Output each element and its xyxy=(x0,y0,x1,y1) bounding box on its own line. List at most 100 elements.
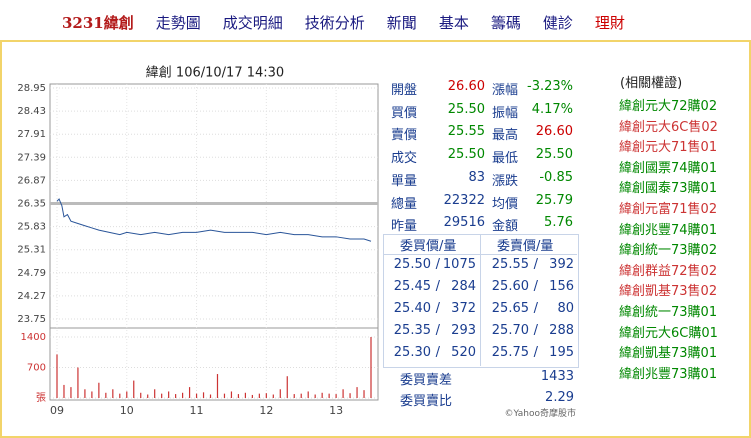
nav-item[interactable]: 新聞 xyxy=(386,14,417,32)
quote-label: 開盤 xyxy=(391,83,418,98)
volume-bar xyxy=(279,389,281,398)
quote-label: 成交 xyxy=(391,151,418,167)
warrant-link[interactable]: 緯創凱基73售02 xyxy=(619,284,718,300)
y-tick-label: 24.79 xyxy=(17,268,46,279)
chart: 緯創 106/10/17 14:30 28.95 28.43 27.91 27.39 2… xyxy=(17,66,379,417)
warrant-link[interactable]: 緯創群益72售02 xyxy=(619,263,718,279)
volume-bar xyxy=(147,394,149,398)
orderbook-header-line xyxy=(383,254,577,255)
y-tick-label: 23.75 xyxy=(17,314,46,325)
nav-item[interactable]: 籌碼 xyxy=(490,14,521,32)
volume-bar xyxy=(258,393,260,398)
summary-label: 委買賣比 xyxy=(400,394,453,409)
x-tick-label: 09 xyxy=(50,404,64,417)
credit: ©Yahoo奇摩股市 xyxy=(504,409,577,419)
order-price: 25.35 xyxy=(393,323,431,338)
orderbook-box xyxy=(383,234,579,368)
quote-label: 振幅 xyxy=(492,105,519,121)
order-separator: / xyxy=(435,345,440,360)
volume-bar xyxy=(140,392,142,398)
quote-value: 25.50 xyxy=(447,147,485,163)
quote-value: 25.79 xyxy=(535,192,573,208)
order-price: 25.30 xyxy=(393,345,431,360)
order-price: 25.60 xyxy=(491,279,529,294)
warrant-link[interactable]: 緯創元大72購02 xyxy=(619,99,718,114)
volume-bar xyxy=(63,384,65,398)
order-volume: 284 xyxy=(451,279,476,294)
order-volume: 293 xyxy=(451,323,476,338)
volume-bar xyxy=(272,394,274,398)
volume-bar xyxy=(321,392,323,398)
volume-bar xyxy=(251,394,253,398)
volume-bar xyxy=(112,389,114,398)
orderbook-divider xyxy=(480,234,481,366)
warrant-link[interactable]: 緯創凱基73購01 xyxy=(619,346,718,362)
order-volume: 392 xyxy=(549,257,574,272)
orderbook-header: 委賣價/量 xyxy=(497,239,554,254)
order-price: 25.45 xyxy=(393,279,431,294)
order-volume: 195 xyxy=(549,345,574,360)
volume-bar xyxy=(182,392,184,398)
volume-bar xyxy=(314,394,316,398)
volume-bar xyxy=(363,390,365,398)
nav-item[interactable]: 理財 xyxy=(594,14,625,32)
quote-value: 26.60 xyxy=(447,79,485,94)
nav-item[interactable]: 成交明細 xyxy=(222,14,283,32)
order-separator: / xyxy=(435,279,440,294)
order-price: 25.70 xyxy=(491,323,529,338)
quote-value: 26.60 xyxy=(535,124,573,140)
warrant-link[interactable]: 緯創元大6C購01 xyxy=(619,325,718,341)
nav-item[interactable]: 基本 xyxy=(438,14,469,32)
price-line xyxy=(56,198,372,242)
order-volume: 80 xyxy=(557,301,574,316)
volume-bar xyxy=(188,387,191,398)
quote-value: 25.55 xyxy=(447,124,485,140)
warrant-link[interactable]: 緯創兆豐74購01 xyxy=(619,222,718,238)
volume-bar xyxy=(286,376,288,398)
volume-bar xyxy=(119,393,121,398)
warrant-link[interactable]: 緯創統一73購01 xyxy=(619,305,718,320)
volume-bar xyxy=(175,394,177,398)
x-tick-label: 13 xyxy=(329,404,343,417)
order-separator: / xyxy=(435,257,440,272)
warrant-link[interactable]: 緯創元富71售02 xyxy=(619,202,718,217)
volume-bar xyxy=(133,380,135,398)
y-tick-label: 28.95 xyxy=(17,83,46,94)
warrant-link[interactable]: 緯創兆豐73購01 xyxy=(619,366,718,382)
quote-label: 總量 xyxy=(391,196,418,212)
order-volume: 520 xyxy=(451,345,476,360)
order-price: 25.40 xyxy=(393,301,431,316)
volume-bar xyxy=(307,391,309,398)
order-separator: / xyxy=(533,257,538,272)
nav-item[interactable]: 技術分析 xyxy=(304,14,365,32)
quote-value: -0.85 xyxy=(539,169,573,185)
summary-label: 委買賣差 xyxy=(400,373,453,388)
volume-bar xyxy=(370,337,372,398)
order-price: 25.65 xyxy=(491,301,529,316)
order-volume: 156 xyxy=(549,279,574,294)
volume-bar xyxy=(70,387,72,398)
order-separator: / xyxy=(533,345,538,360)
warrant-link[interactable]: 緯創統一73購02 xyxy=(619,243,718,259)
warrant-link[interactable]: 緯創國泰73購01 xyxy=(619,181,718,197)
volume-bar xyxy=(293,394,295,398)
y-tick-label: 24.27 xyxy=(17,291,46,302)
nav-item[interactable]: 健診 xyxy=(542,14,573,32)
quote-value: 5.76 xyxy=(544,215,573,231)
frame xyxy=(0,40,751,438)
warrant-link[interactable]: 緯創國票74購01 xyxy=(619,160,718,176)
y-tick-label: 27.39 xyxy=(17,152,46,163)
y2-tick-label: 1400 xyxy=(21,332,46,343)
nav-item[interactable]: 走勢圖 xyxy=(155,14,201,32)
order-price: 25.50 xyxy=(393,257,431,272)
volume-bar xyxy=(335,394,337,398)
warrant-link[interactable]: 緯創元大6C售02 xyxy=(619,119,718,135)
volume-bar xyxy=(195,393,198,398)
nav-item[interactable]: 3231緯創 xyxy=(62,14,134,32)
quote-value: -3.23% xyxy=(527,79,573,94)
volume-bar xyxy=(237,394,240,398)
y-tick-label: 25.83 xyxy=(17,222,46,233)
quote-label: 昨量 xyxy=(391,219,418,235)
quote-label: 最低 xyxy=(492,151,519,167)
warrant-link[interactable]: 緯創元大71售01 xyxy=(619,140,718,156)
